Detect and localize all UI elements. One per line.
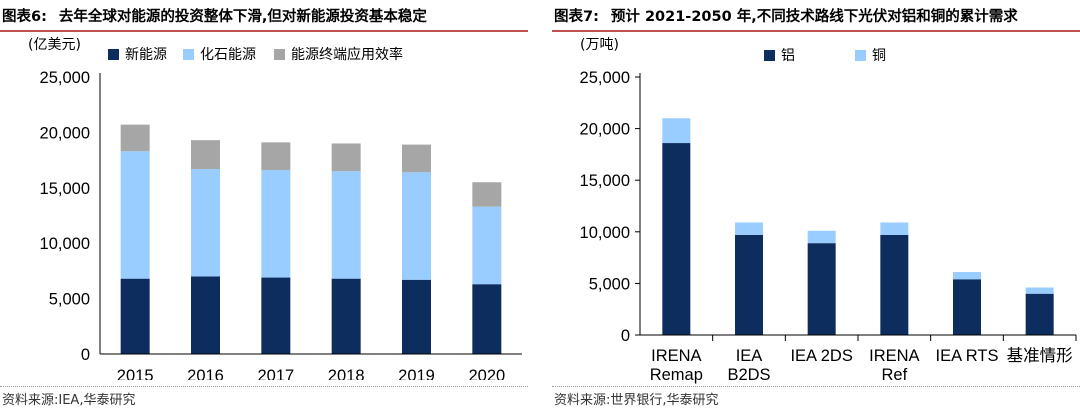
x-tick-label: 2015 [117, 367, 154, 380]
legend-swatch [764, 49, 775, 61]
y-tick-label: 10,000 [580, 224, 630, 242]
bar-segment [191, 140, 220, 169]
source-divider [552, 386, 1080, 387]
y-tick-label: 25,000 [40, 69, 90, 87]
bar-segment [402, 279, 431, 354]
chart-panel-investment: 图表6: 去年全球对能源的投资整体下滑,但对新能源投资基本稳定 (亿美元) 新能源… [0, 0, 528, 412]
y-tick-label: 5,000 [49, 291, 90, 309]
y-tick-label: 0 [621, 327, 630, 345]
bar-segment [472, 182, 502, 207]
bar-segment [402, 172, 431, 280]
chart-legend: 新能源 化石能源 能源终端应用效率 [108, 44, 403, 64]
y-tick-label: 25,000 [580, 69, 630, 87]
bar-segment [261, 277, 291, 354]
bar-segment [120, 278, 150, 354]
source-note: 资料来源:世界银行,华泰研究 [554, 393, 719, 408]
bar-segment [662, 143, 691, 335]
x-tick-label: IRENA [651, 347, 701, 365]
legend-label: 化石能源 [200, 47, 256, 63]
chart-title-text: 去年全球对能源的投资整体下滑,但对新能源投资基本稳定 [58, 9, 427, 25]
bar-segment [953, 272, 981, 280]
x-tick-label: IRENA [869, 347, 919, 365]
legend-label: 新能源 [125, 47, 167, 63]
bar-segment [1025, 293, 1054, 335]
bar-segment [735, 234, 763, 335]
bar-segment [120, 124, 150, 152]
legend-item-efficiency: 能源终端应用效率 [274, 44, 403, 64]
x-tick-label: 基准情形 [1007, 346, 1073, 365]
x-tick-label: 2016 [187, 367, 224, 380]
bar-segment [807, 230, 836, 244]
chart-number: 图表6: [2, 9, 47, 25]
legend-item-copper: 铜 [855, 45, 886, 65]
y-tick-label: 10,000 [40, 235, 90, 253]
bar-segment [880, 234, 909, 335]
y-tick-label: 0 [81, 346, 90, 364]
x-tick-label: IEA 2DS [790, 347, 852, 365]
bar-segment [261, 170, 291, 278]
legend-item-fossil: 化石能源 [183, 44, 256, 64]
x-tick-label: Ref [881, 366, 907, 384]
legend-swatch [855, 49, 866, 61]
chart-panel-metal-demand: 图表7: 预计 2021-2050 年,不同技术路线下光伏对铝和铜的累计需求 (万… [552, 0, 1080, 412]
bar-segment [472, 206, 502, 285]
y-axis-unit: (亿美元) [28, 37, 81, 53]
bar-segment [331, 278, 361, 354]
chart-plot-investment: 0 5,000 10,000 15,000 20,000 25,000 2015 2016 20… [40, 69, 522, 380]
bar-segment [191, 276, 220, 354]
bar-segment [953, 279, 981, 335]
bar-segment [735, 222, 763, 235]
legend-label: 能源终端应用效率 [291, 47, 403, 63]
legend-item-new-energy: 新能源 [108, 44, 167, 64]
x-tick-label: Remap [650, 366, 703, 384]
x-tick-label: IEA [736, 347, 763, 365]
x-tick-label: IEA RTS [936, 347, 999, 365]
y-tick-label: 15,000 [580, 172, 630, 190]
legend-label: 铜 [872, 48, 886, 64]
chart-number: 图表7: [554, 9, 599, 25]
bar-segment [331, 143, 361, 172]
chart-legend: 铝 铜 [764, 45, 886, 65]
bar-segment [331, 171, 361, 279]
y-tick-label: 20,000 [40, 124, 90, 142]
chart-title: 图表6: 去年全球对能源的投资整体下滑,但对新能源投资基本稳定 [2, 5, 427, 26]
chart-title: 图表7: 预计 2021-2050 年,不同技术路线下光伏对铝和铜的累计需求 [554, 5, 1018, 26]
source-note: 资料来源:IEA,华泰研究 [2, 393, 136, 408]
x-tick-label: 2018 [328, 367, 365, 380]
bar-segment [402, 144, 431, 173]
bar-segment [1025, 287, 1054, 294]
bar-segment [472, 284, 502, 354]
x-tick-label: 2017 [257, 367, 294, 380]
source-divider [0, 386, 528, 387]
bar-segment [120, 151, 150, 279]
chart-title-bar: 图表6: 去年全球对能源的投资整体下滑,但对新能源投资基本稳定 [0, 0, 528, 32]
legend-label: 铝 [781, 48, 795, 64]
x-tick-label: B2DS [727, 366, 770, 384]
chart-title-text: 预计 2021-2050 年,不同技术路线下光伏对铝和铜的累计需求 [610, 9, 1018, 25]
legend-swatch [108, 48, 119, 60]
x-tick-label: 2020 [468, 367, 505, 380]
y-tick-label: 5,000 [589, 275, 630, 293]
bar-segment [880, 222, 909, 235]
chart-plot-metal-demand: 05,00010,00015,00020,00025,000IRENARemap… [580, 69, 1077, 384]
legend-swatch [183, 48, 194, 60]
y-tick-label: 15,000 [40, 180, 90, 198]
x-tick-label: 2019 [398, 367, 435, 380]
y-axis-unit: (万吨) [580, 37, 619, 53]
y-tick-label: 20,000 [580, 121, 630, 139]
legend-item-aluminum: 铝 [764, 45, 795, 65]
bar-segment [662, 118, 691, 144]
bar-segment [807, 243, 836, 335]
bar-segment [261, 142, 291, 171]
legend-swatch [274, 48, 285, 60]
chart-title-bar: 图表7: 预计 2021-2050 年,不同技术路线下光伏对铝和铜的累计需求 [552, 0, 1080, 32]
bar-segment [191, 168, 220, 277]
